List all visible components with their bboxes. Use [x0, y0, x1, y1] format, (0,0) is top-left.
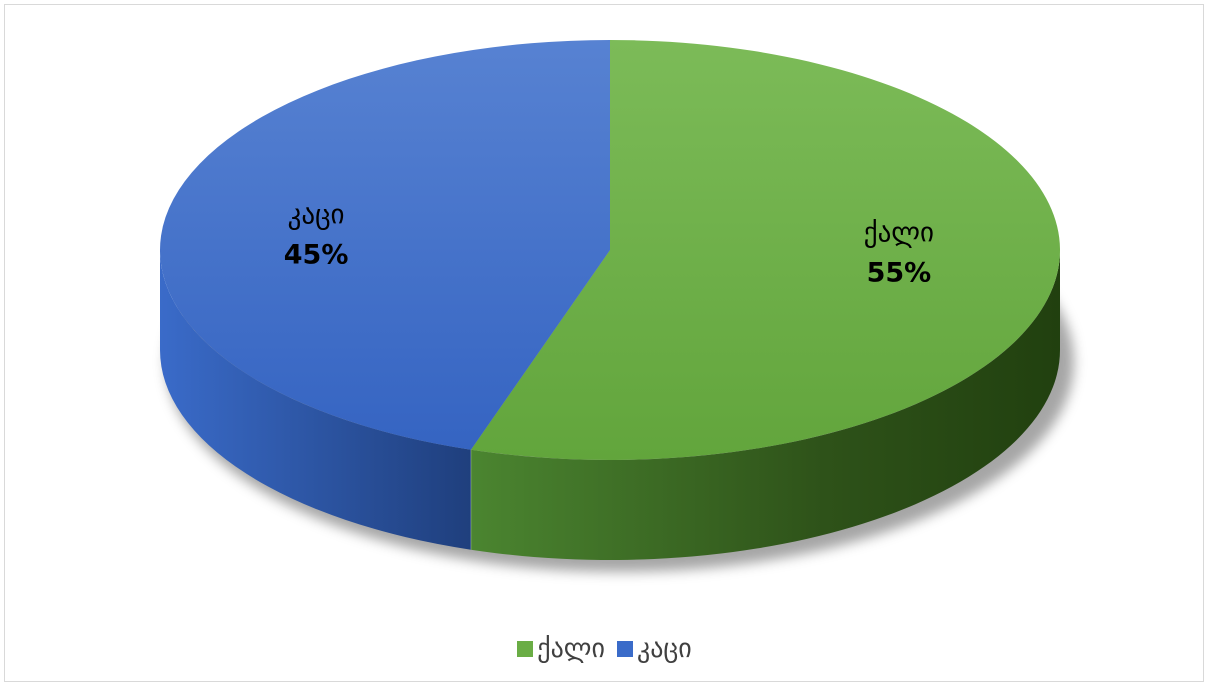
slice-value-male: 45%	[284, 240, 349, 271]
slice-label-male: კაცი	[288, 200, 345, 231]
slice-label-female: ქალი	[864, 217, 934, 248]
legend-label-female: ქალი	[537, 634, 605, 664]
legend: ქალი კაცი	[0, 634, 1209, 664]
pie-slice-female	[470, 40, 1061, 460]
pie-root	[160, 40, 1074, 572]
pie-labels: ქალი 55% კაცი 45%	[284, 200, 934, 289]
legend-swatch-female	[517, 641, 534, 657]
legend-label-male: კაცი	[636, 634, 692, 664]
legend-swatch-male	[616, 641, 633, 657]
legend-item-male: კაცი	[616, 634, 692, 664]
slice-value-female: 55%	[867, 257, 932, 288]
pie-side-male	[160, 250, 471, 550]
pie-side-female	[470, 250, 1060, 560]
pie-slice-male	[160, 40, 610, 450]
legend-item-female: ქალი	[517, 634, 605, 664]
